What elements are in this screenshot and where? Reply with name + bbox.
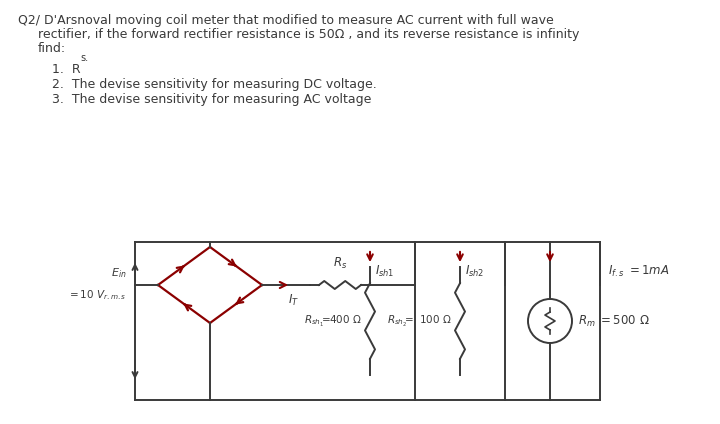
Text: Q2/ D'Arsnoval moving coil meter that modified to measure AC current with full w: Q2/ D'Arsnoval moving coil meter that mo… [18,14,554,27]
Text: s.: s. [80,53,88,63]
Text: $=10\ V_{r.m.s}$: $=10\ V_{r.m.s}$ [68,288,127,302]
Text: $I_{sh1}$: $I_{sh1}$ [375,264,395,279]
Text: $I_{f.s}\ =1mA$: $I_{f.s}\ =1mA$ [608,264,670,279]
Text: $R_s$: $R_s$ [333,256,347,271]
Text: $E_{in}$: $E_{in}$ [112,266,127,280]
Text: 2.  The devise sensitivity for measuring DC voltage.: 2. The devise sensitivity for measuring … [52,78,377,91]
Text: $R_{sh_2}\!\!=\ 100\ \Omega$: $R_{sh_2}\!\!=\ 100\ \Omega$ [387,313,452,329]
Text: $I_T$: $I_T$ [289,293,300,308]
Text: $I_{sh2}$: $I_{sh2}$ [465,264,485,279]
Text: $R_m\ =500\ \Omega$: $R_m\ =500\ \Omega$ [578,313,649,329]
Text: 3.  The devise sensitivity for measuring AC voltage: 3. The devise sensitivity for measuring … [52,93,372,106]
Text: 1.  R: 1. R [52,63,81,76]
Text: find:: find: [38,42,66,55]
Text: rectifier, if the forward rectifier resistance is 50Ω , and its reverse resistan: rectifier, if the forward rectifier resi… [38,28,580,41]
Text: $R_{sh_1}\!\!=\!\!400\ \Omega$: $R_{sh_1}\!\!=\!\!400\ \Omega$ [304,313,362,329]
